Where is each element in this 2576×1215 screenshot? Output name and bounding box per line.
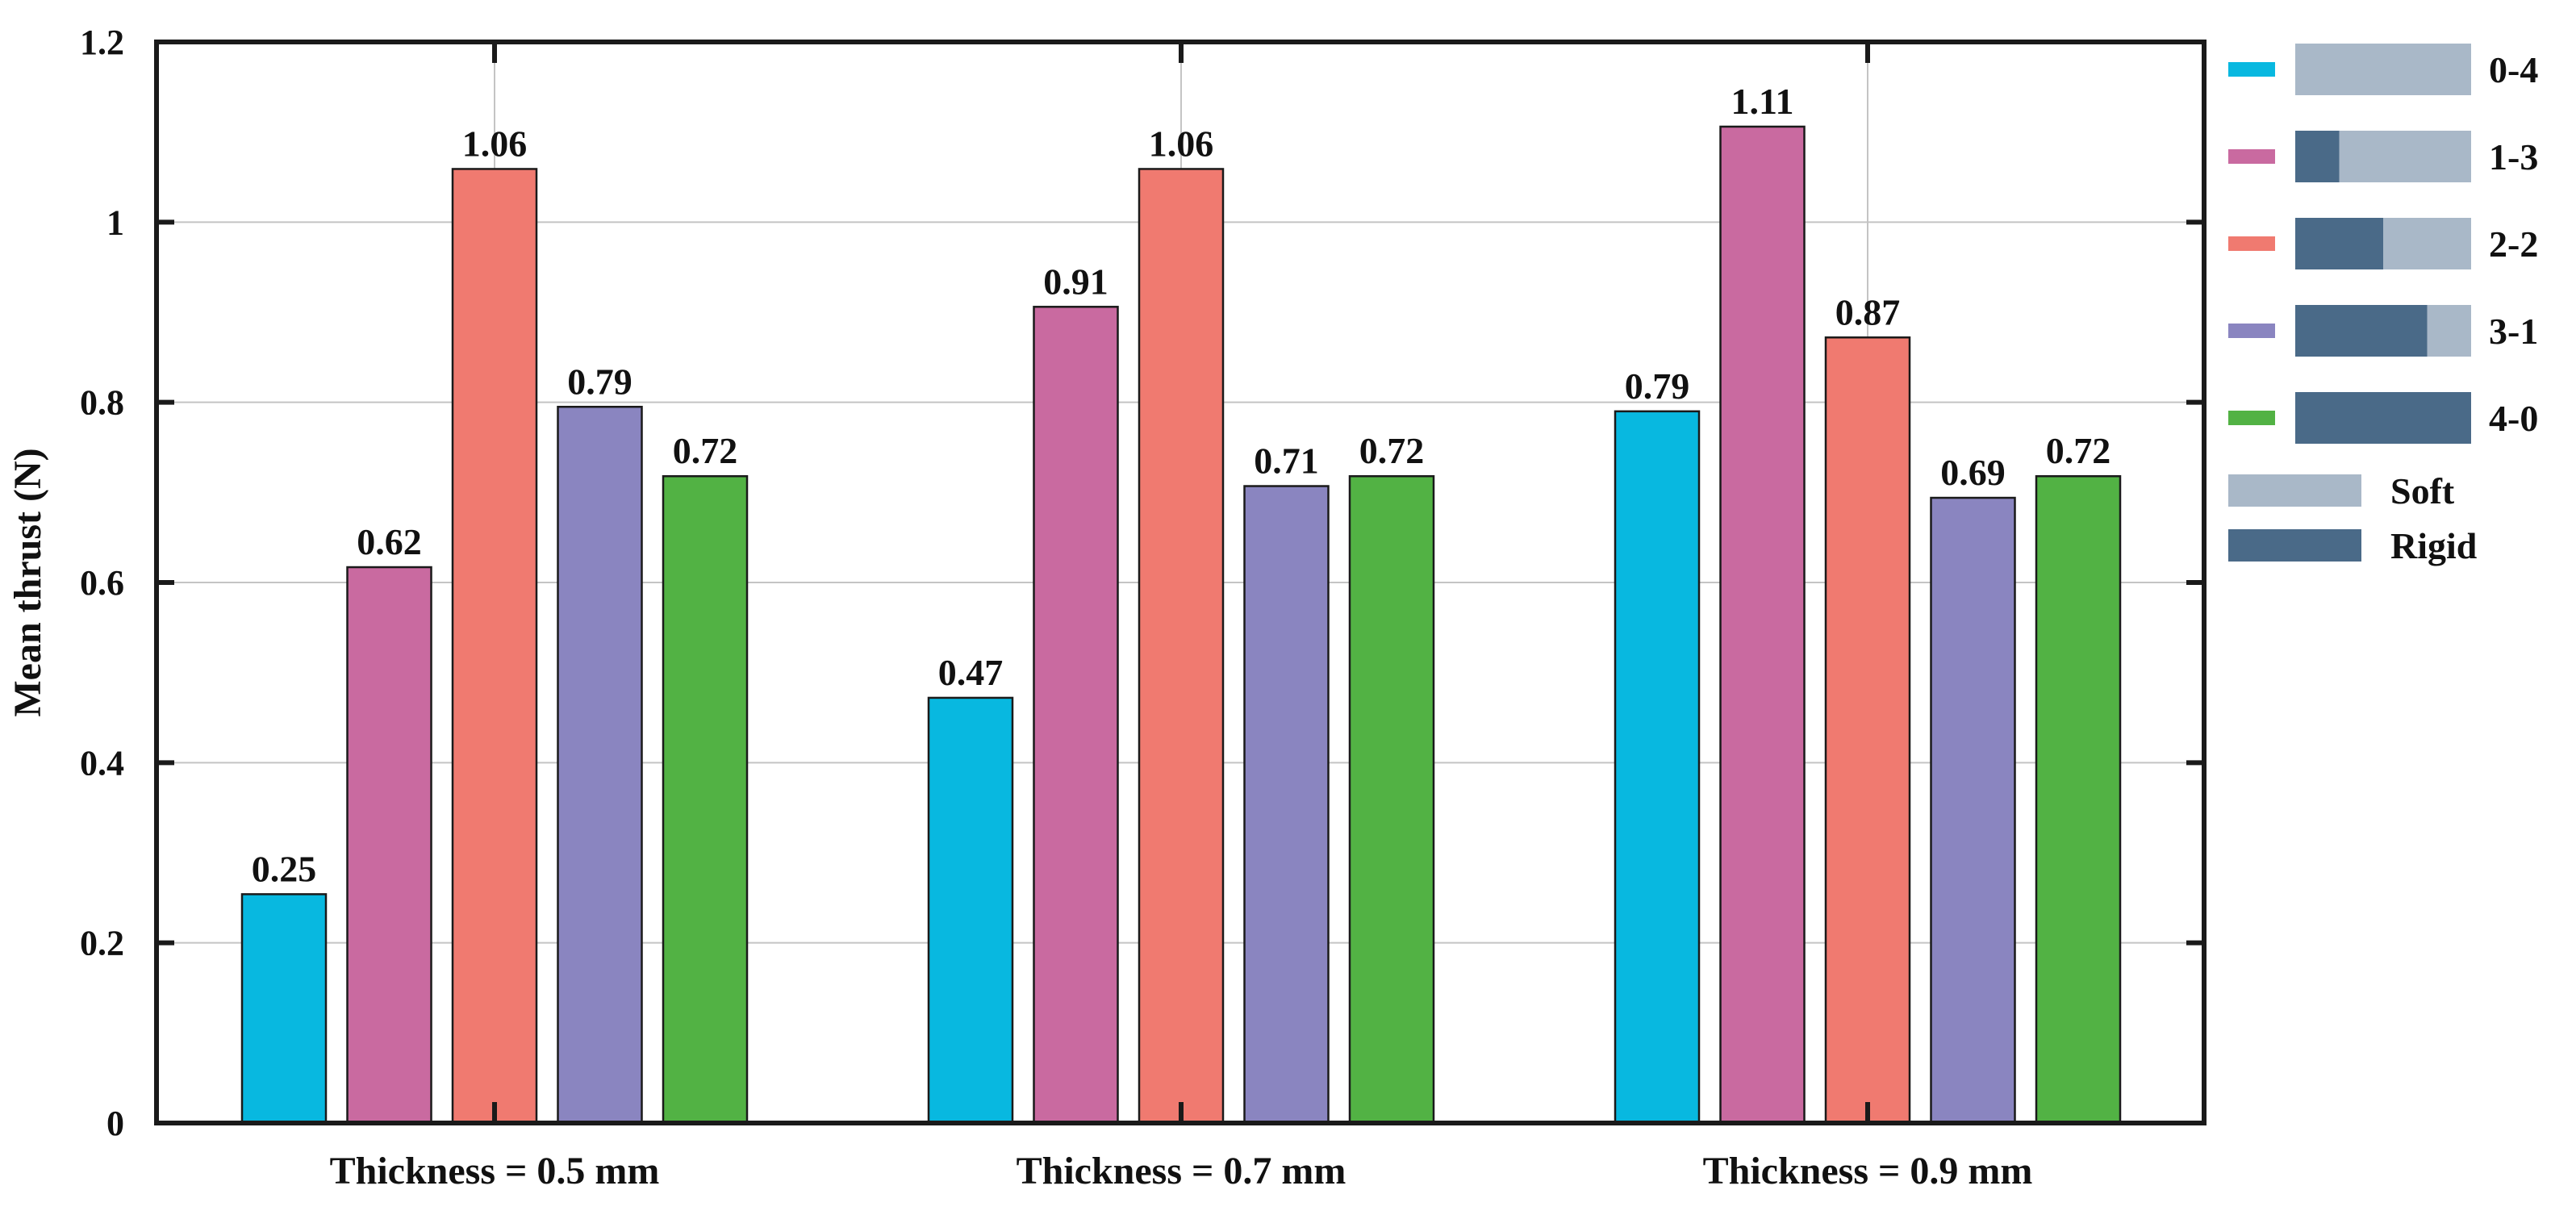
legend-swatch-2-2	[2228, 236, 2275, 251]
legend-layer-soft-0-4	[2295, 44, 2471, 95]
data-label-2-2-group-1: 1.06	[462, 123, 528, 164]
bar-0-4-group-2	[927, 696, 1014, 1125]
x-group-label: Thickness = 0.7 mm	[1017, 1150, 1346, 1192]
legend-label-3-1: 3-1	[2489, 311, 2538, 352]
bar-1-3-group-2	[1033, 306, 1119, 1125]
bar-0-4-group-1	[240, 893, 328, 1125]
x-group-labels: Thickness = 0.5 mm Thickness = 0.7 mm Thic…	[330, 1150, 2033, 1192]
axis-ticks	[157, 40, 2204, 1125]
legend-material-swatch-soft	[2228, 474, 2361, 507]
legend-layer-rigid-3-1	[2295, 305, 2428, 357]
data-label-2-2-group-3: 0.87	[1835, 291, 1901, 332]
legend-swatch-3-1	[2228, 324, 2275, 338]
legend-layer-rigid-2-2	[2295, 218, 2383, 269]
data-label-3-1-group-3: 0.69	[1940, 452, 2006, 493]
data-label-4-0-group-1: 0.72	[673, 430, 738, 471]
data-label-4-0-group-3: 0.72	[2046, 430, 2111, 471]
data-label-1-3-group-1: 0.62	[357, 521, 422, 562]
data-label-1-3-group-3: 1.11	[1731, 81, 1794, 122]
y-tick-label: 1.2	[80, 23, 124, 62]
y-tick-label: 0	[106, 1104, 124, 1143]
data-label-3-1-group-2: 0.71	[1254, 440, 1319, 482]
data-labels: 0.25 0.62 1.06 0.79 0.72 0.47 0.91 1.06 0.71 0.72…	[252, 81, 2111, 889]
bar-4-0-group-3	[2035, 474, 2122, 1125]
legend-layer-rigid-1-3	[2295, 131, 2340, 182]
legend-material-label-rigid: Rigid	[2390, 525, 2478, 566]
y-tick-label: 0.6	[80, 563, 124, 603]
y-tick-labels: 0 0.2 0.4 0.6 0.8 1 1.2	[80, 23, 124, 1143]
data-label-4-0-group-2: 0.72	[1359, 430, 1425, 471]
legend-swatch-1-3	[2228, 149, 2275, 164]
bar-2-2-group-2	[1138, 168, 1225, 1125]
legend-label-4-0: 4-0	[2489, 398, 2538, 439]
data-label-2-2-group-2: 1.06	[1149, 123, 1214, 164]
data-label-3-1-group-1: 0.79	[567, 361, 633, 402]
bar-4-0-group-2	[1348, 474, 1435, 1125]
legend-material-label-soft: Soft	[2390, 470, 2455, 511]
bar-3-1-group-2	[1243, 485, 1330, 1125]
legend-label-0-4: 0-4	[2489, 49, 2538, 90]
bar-3-1-group-3	[1930, 496, 2016, 1125]
data-label-1-3-group-2: 0.91	[1043, 261, 1108, 302]
data-label-0-4-group-1: 0.25	[252, 848, 317, 889]
legend-label-1-3: 1-3	[2489, 136, 2538, 177]
legend-material-swatch-rigid	[2228, 529, 2361, 562]
y-axis-title: Mean thrust (N)	[6, 448, 49, 716]
bar-1-3-group-1	[346, 566, 432, 1125]
legend-layer-rigid-4-0	[2295, 392, 2471, 444]
y-tick-label: 0.4	[80, 743, 124, 783]
y-tick-label: 0.2	[80, 924, 124, 963]
legend-swatch-4-0	[2228, 411, 2275, 425]
legend: 0-4 1-3 2-2 3-1 4-0 Soft Rigid	[2228, 44, 2538, 566]
bars	[240, 125, 2122, 1125]
x-group-label: Thickness = 0.5 mm	[330, 1150, 660, 1192]
bar-2-2-group-3	[1824, 336, 1911, 1125]
y-tick-label: 0.8	[80, 383, 124, 423]
legend-swatch-0-4	[2228, 62, 2275, 77]
bar-2-2-group-1	[451, 168, 538, 1125]
data-label-0-4-group-2: 0.47	[938, 652, 1004, 693]
data-label-0-4-group-3: 0.79	[1625, 365, 1690, 407]
bar-0-4-group-3	[1614, 410, 1701, 1125]
bar-3-1-group-1	[557, 406, 643, 1125]
x-group-label: Thickness = 0.9 mm	[1703, 1150, 2033, 1192]
bar-4-0-group-1	[662, 474, 749, 1125]
y-tick-label: 1	[106, 202, 124, 242]
legend-label-2-2: 2-2	[2489, 223, 2538, 265]
bar-1-3-group-3	[1719, 125, 1806, 1125]
